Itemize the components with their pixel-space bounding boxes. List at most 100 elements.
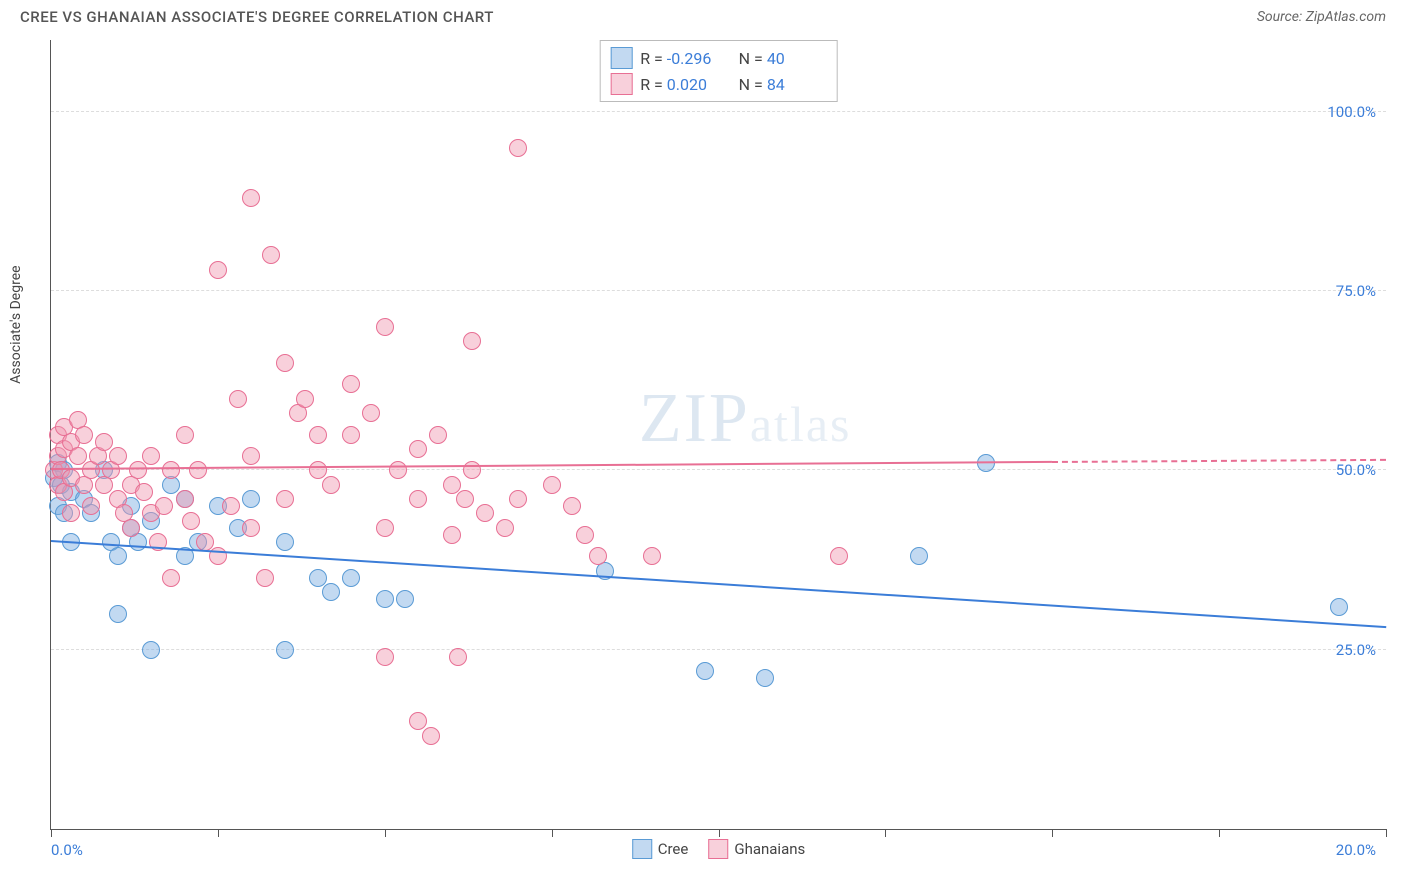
scatter-point (189, 461, 207, 479)
scatter-point (109, 547, 127, 565)
legend-stats: R = -0.296 N = 40 (640, 49, 827, 68)
x-tick (719, 829, 720, 837)
scatter-point (409, 490, 427, 508)
scatter-point (155, 497, 173, 515)
y-axis-label: Associate's Degree (8, 265, 24, 383)
watermark-atlas: atlas (750, 396, 852, 452)
scatter-point (276, 490, 294, 508)
scatter-point (1330, 598, 1348, 616)
scatter-point (756, 669, 774, 687)
series-legend: Cree Ghanaians (632, 839, 806, 859)
scatter-point (696, 662, 714, 680)
x-tick (51, 829, 52, 837)
scatter-point (309, 461, 327, 479)
gridline (51, 649, 1386, 650)
source-prefix: Source: (1257, 9, 1306, 25)
scatter-point (463, 332, 481, 350)
scatter-point (456, 490, 474, 508)
y-tick-label: 100.0% (1327, 103, 1376, 121)
scatter-point (176, 426, 194, 444)
gridline (51, 111, 1386, 112)
scatter-point (142, 447, 160, 465)
legend-swatch (632, 839, 652, 859)
scatter-point (276, 354, 294, 372)
scatter-point (162, 461, 180, 479)
scatter-point (182, 512, 200, 530)
y-tick-label: 50.0% (1336, 461, 1376, 479)
scatter-point (509, 490, 527, 508)
scatter-point (322, 583, 340, 601)
legend-stats: R = 0.020 N = 84 (640, 75, 827, 94)
scatter-point (122, 519, 140, 537)
scatter-point (69, 447, 87, 465)
scatter-point (242, 447, 260, 465)
scatter-point (222, 497, 240, 515)
scatter-point (910, 547, 928, 565)
scatter-point (162, 569, 180, 587)
scatter-point (362, 404, 380, 422)
watermark: ZIPatlas (639, 379, 852, 459)
scatter-point (75, 426, 93, 444)
legend-label: Ghanaians (734, 840, 805, 858)
gridline (51, 469, 1386, 470)
x-tick-label: 20.0% (1336, 841, 1376, 859)
scatter-point (309, 569, 327, 587)
x-tick (1052, 829, 1053, 837)
scatter-point (443, 476, 461, 494)
legend-item: Ghanaians (708, 839, 805, 859)
scatter-point (409, 440, 427, 458)
scatter-point (443, 526, 461, 544)
y-tick-label: 25.0% (1336, 641, 1376, 659)
scatter-point (135, 483, 153, 501)
legend-swatch (610, 47, 632, 69)
scatter-point (95, 433, 113, 451)
scatter-point (376, 648, 394, 666)
gridline (51, 290, 1386, 291)
legend-swatch (610, 73, 632, 95)
scatter-point (342, 569, 360, 587)
chart-header: CREE VS GHANAIAN ASSOCIATE'S DEGREE CORR… (0, 0, 1406, 30)
trend-line (51, 540, 1386, 628)
x-tick (385, 829, 386, 837)
scatter-point (109, 447, 127, 465)
scatter-point (376, 519, 394, 537)
scatter-point (296, 390, 314, 408)
x-tick (552, 829, 553, 837)
scatter-point (376, 318, 394, 336)
scatter-point (82, 497, 100, 515)
legend-row: R = 0.020 N = 84 (610, 71, 827, 97)
scatter-point (262, 246, 280, 264)
scatter-point (322, 476, 340, 494)
scatter-point (429, 426, 447, 444)
scatter-point (309, 426, 327, 444)
scatter-point (62, 504, 80, 522)
legend-label: Cree (658, 840, 689, 858)
scatter-point (589, 547, 607, 565)
scatter-point (509, 139, 527, 157)
x-tick (218, 829, 219, 837)
watermark-zip: ZIP (639, 380, 750, 457)
scatter-point (242, 189, 260, 207)
chart-source: Source: ZipAtlas.com (1257, 9, 1386, 25)
scatter-point (389, 461, 407, 479)
legend-row: R = -0.296 N = 40 (610, 45, 827, 71)
scatter-point (496, 519, 514, 537)
scatter-point (276, 533, 294, 551)
scatter-point (409, 712, 427, 730)
scatter-point (242, 519, 260, 537)
scatter-point (396, 590, 414, 608)
scatter-point (142, 641, 160, 659)
scatter-point (830, 547, 848, 565)
scatter-point (422, 727, 440, 745)
scatter-point (229, 390, 247, 408)
x-tick-label: 0.0% (51, 841, 83, 859)
scatter-point (196, 533, 214, 551)
x-tick (1219, 829, 1220, 837)
scatter-point (109, 605, 127, 623)
scatter-point (242, 490, 260, 508)
scatter-point (563, 497, 581, 515)
x-tick (885, 829, 886, 837)
scatter-point (342, 426, 360, 444)
scatter-point (576, 526, 594, 544)
scatter-point (543, 476, 561, 494)
